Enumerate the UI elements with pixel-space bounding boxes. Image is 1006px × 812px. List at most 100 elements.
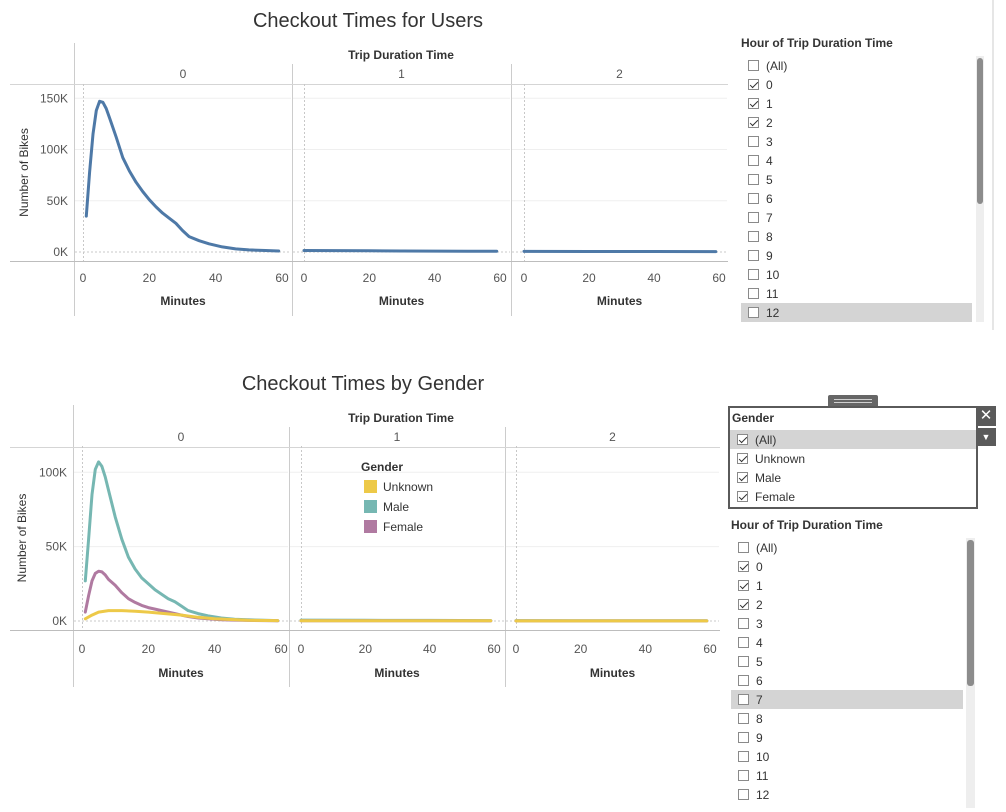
- filter-option[interactable]: 0: [731, 557, 963, 576]
- y-tick-label: 100K: [40, 143, 68, 157]
- checkbox[interactable]: [737, 453, 748, 464]
- filter-option[interactable]: 5: [731, 652, 963, 671]
- legend-title: Gender: [361, 460, 403, 474]
- close-icon[interactable]: ✕: [976, 406, 996, 426]
- filter-option[interactable]: 5: [741, 170, 972, 189]
- legend-swatch-female: [364, 520, 377, 533]
- filter-option[interactable]: 9: [731, 728, 963, 747]
- checkbox[interactable]: [748, 60, 759, 71]
- filter-option[interactable]: 1: [731, 576, 963, 595]
- checkbox[interactable]: [738, 694, 749, 705]
- x-tick-label: 60: [274, 642, 288, 656]
- checkbox[interactable]: [748, 174, 759, 185]
- filter-option[interactable]: 9: [741, 246, 972, 265]
- filter-option[interactable]: 3: [741, 132, 972, 151]
- y-axis-label: Number of Bikes: [15, 494, 29, 583]
- filter-option[interactable]: 10: [731, 747, 963, 766]
- filter-option-label: 4: [756, 635, 763, 650]
- filter-option[interactable]: (All): [741, 56, 972, 75]
- filter-option[interactable]: Female: [730, 487, 976, 506]
- filter-option[interactable]: (All): [731, 538, 963, 557]
- x-tick-label: 20: [574, 642, 588, 656]
- gender-filter-card: Gender (All) Unknown Male Female: [728, 406, 978, 509]
- filter-option[interactable]: (All): [730, 430, 976, 449]
- filter-option[interactable]: 0: [741, 75, 972, 94]
- checkbox[interactable]: [748, 288, 759, 299]
- x-tick-label: 40: [209, 271, 223, 285]
- checkbox[interactable]: [737, 434, 748, 445]
- filter-option[interactable]: 4: [731, 633, 963, 652]
- legend-swatch-unknown: [364, 480, 377, 493]
- filter-option-label: (All): [766, 58, 788, 73]
- filter-option[interactable]: 6: [741, 189, 972, 208]
- checkbox[interactable]: [738, 542, 749, 553]
- checkbox[interactable]: [748, 79, 759, 90]
- filter-option[interactable]: 8: [741, 227, 972, 246]
- checkbox[interactable]: [748, 269, 759, 280]
- panel-label: 2: [616, 67, 623, 81]
- x-tick-label: 40: [428, 271, 442, 285]
- checkbox[interactable]: [738, 656, 749, 667]
- checkbox[interactable]: [748, 212, 759, 223]
- filter-option[interactable]: 8: [731, 709, 963, 728]
- checkbox[interactable]: [738, 675, 749, 686]
- checkbox[interactable]: [748, 136, 759, 147]
- drag-handle-icon[interactable]: [828, 395, 878, 407]
- filter-option-label: 2: [756, 597, 763, 612]
- hour-filter-bottom-scrollbar[interactable]: [966, 538, 975, 808]
- filter-option[interactable]: Male: [730, 468, 976, 487]
- filter-option[interactable]: 11: [731, 766, 963, 785]
- x-tick-label: 40: [639, 642, 653, 656]
- x-tick-label: 0: [301, 271, 308, 285]
- filter-option[interactable]: 12: [741, 303, 972, 322]
- checkbox[interactable]: [738, 618, 749, 629]
- filter-option-label: 1: [756, 578, 763, 593]
- filter-option[interactable]: 12: [731, 785, 963, 804]
- filter-option-label: 12: [766, 305, 780, 320]
- filter-option[interactable]: 1: [741, 94, 972, 113]
- checkbox[interactable]: [748, 307, 759, 318]
- checkbox[interactable]: [738, 580, 749, 591]
- filter-option-label: 5: [766, 172, 773, 187]
- checkbox[interactable]: [738, 789, 749, 800]
- checkbox[interactable]: [748, 231, 759, 242]
- hour-filter-top-scrollbar[interactable]: [976, 56, 984, 322]
- filter-option[interactable]: Unknown: [730, 449, 976, 468]
- checkbox[interactable]: [748, 250, 759, 261]
- checkbox[interactable]: [737, 491, 748, 502]
- checkbox[interactable]: [748, 155, 759, 166]
- checkbox[interactable]: [738, 732, 749, 743]
- filter-option[interactable]: 7: [741, 208, 972, 227]
- checkbox[interactable]: [738, 599, 749, 610]
- filter-option[interactable]: 11: [741, 284, 972, 303]
- checkbox[interactable]: [738, 561, 749, 572]
- filter-option[interactable]: 7: [731, 690, 963, 709]
- x-axis-label: Minutes: [160, 294, 206, 308]
- filter-option[interactable]: 10: [741, 265, 972, 284]
- x-tick-label: 40: [208, 642, 222, 656]
- dropdown-arrow-icon[interactable]: ▼: [976, 428, 996, 446]
- filter-option[interactable]: 2: [741, 113, 972, 132]
- series-line-users: [84, 99, 281, 253]
- checkbox[interactable]: [738, 751, 749, 762]
- filter-option[interactable]: 3: [731, 614, 963, 633]
- hour-filter-bottom-scroll-thumb[interactable]: [967, 540, 974, 686]
- checkbox[interactable]: [738, 770, 749, 781]
- filter-option-label: 11: [766, 286, 779, 301]
- checkbox[interactable]: [737, 472, 748, 483]
- checkbox[interactable]: [738, 713, 749, 724]
- legend-label: Unknown: [383, 480, 433, 494]
- filter-option[interactable]: 4: [741, 151, 972, 170]
- filter-option-label: 8: [766, 229, 773, 244]
- filter-option[interactable]: 2: [731, 595, 963, 614]
- checkbox[interactable]: [748, 193, 759, 204]
- checkbox[interactable]: [738, 637, 749, 648]
- chart-title: Checkout Times for Users: [253, 10, 483, 32]
- filter-option[interactable]: 6: [731, 671, 963, 690]
- hour-filter-top-scroll-thumb[interactable]: [977, 58, 983, 204]
- chart-title: Checkout Times by Gender: [242, 373, 485, 395]
- checkbox[interactable]: [748, 117, 759, 128]
- x-tick-label: 60: [487, 642, 501, 656]
- checkout-times-gender-plot: Checkout Times by Gender Trip Duration Ti…: [10, 373, 720, 687]
- checkbox[interactable]: [748, 98, 759, 109]
